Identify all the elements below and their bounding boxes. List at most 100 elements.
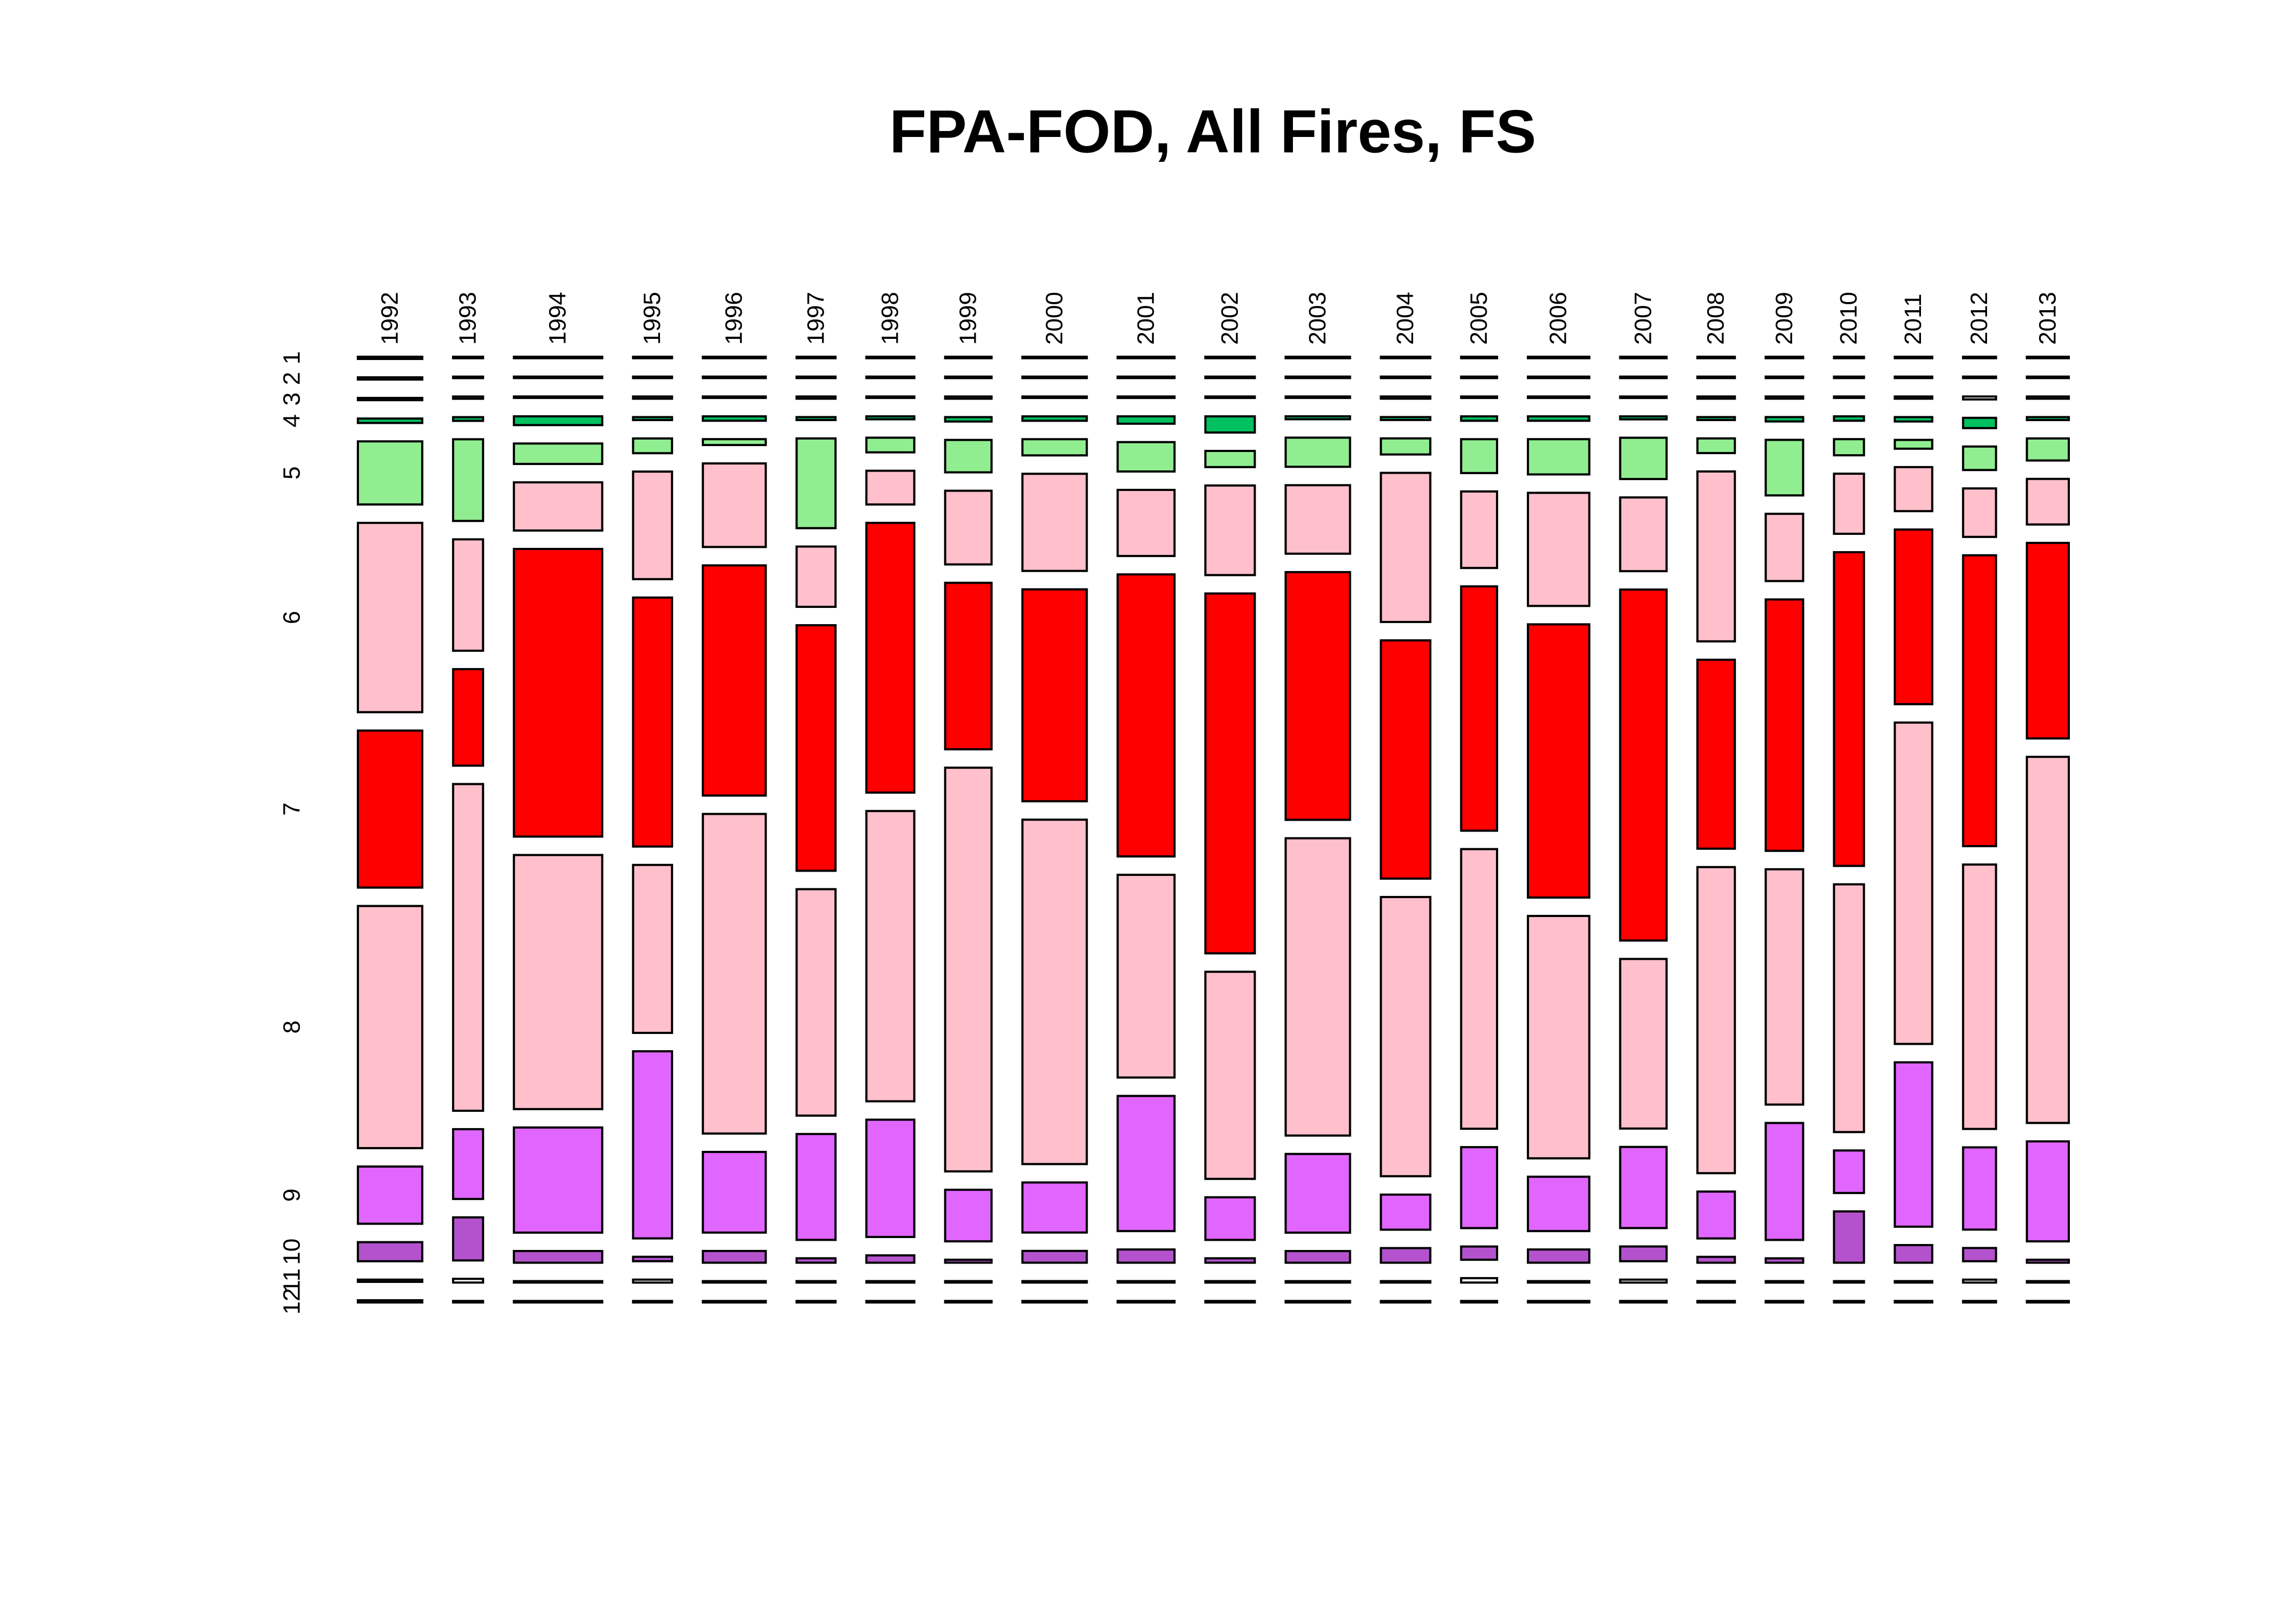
mosaic-tile bbox=[357, 1165, 423, 1225]
mosaic-tile bbox=[452, 356, 485, 359]
mosaic-tile bbox=[2025, 375, 2070, 379]
row-label: 3 bbox=[279, 392, 305, 405]
mosaic-tile bbox=[1380, 1280, 1432, 1284]
mosaic-tile bbox=[1116, 573, 1176, 858]
mosaic-tile bbox=[795, 356, 837, 359]
mosaic-tile bbox=[1204, 1300, 1256, 1304]
mosaic-tile bbox=[1527, 375, 1591, 379]
mosaic-tile bbox=[2025, 416, 2070, 421]
column-label: 1995 bbox=[639, 292, 665, 345]
column-label: 2013 bbox=[2034, 292, 2061, 345]
column-label: 2011 bbox=[1900, 293, 1926, 345]
mosaic-tile bbox=[1962, 863, 1997, 1130]
mosaic-tile bbox=[1284, 395, 1351, 400]
mosaic-tile bbox=[1833, 395, 1865, 400]
chart-title: FPA-FOD, All Fires, FS bbox=[890, 98, 1537, 166]
mosaic-tile bbox=[1833, 356, 1865, 359]
mosaic-tile bbox=[513, 442, 604, 466]
mosaic-tile bbox=[1380, 639, 1432, 880]
mosaic-tile bbox=[513, 1280, 604, 1284]
mosaic-tile bbox=[865, 469, 916, 506]
column-label: 2006 bbox=[1545, 292, 1572, 345]
column-label: 2010 bbox=[1835, 292, 1862, 345]
mosaic-tile bbox=[1284, 571, 1351, 821]
mosaic-tile bbox=[357, 417, 423, 424]
mosaic-tile bbox=[1893, 416, 1933, 423]
mosaic-tile bbox=[1021, 395, 1088, 400]
mosaic-tile bbox=[1696, 437, 1736, 454]
mosaic-tile bbox=[2025, 1259, 2070, 1264]
mosaic-tile bbox=[1833, 1149, 1865, 1194]
mosaic-tile bbox=[1765, 1300, 1805, 1304]
mosaic-tile bbox=[1962, 395, 1997, 401]
mosaic-tile bbox=[1527, 356, 1591, 359]
mosaic-tile bbox=[632, 1050, 674, 1240]
mosaic-tile bbox=[1696, 470, 1736, 643]
mosaic-tile bbox=[452, 668, 485, 767]
mosaic-tile bbox=[865, 1254, 916, 1264]
mosaic-tile bbox=[1460, 585, 1499, 832]
column-label: 1992 bbox=[376, 292, 403, 345]
mosaic-tile bbox=[1527, 415, 1591, 422]
column-label: 1998 bbox=[877, 292, 903, 345]
mosaic-tile bbox=[1527, 623, 1591, 899]
mosaic-tile bbox=[1696, 1255, 1736, 1264]
mosaic-tile bbox=[513, 1300, 604, 1304]
mosaic-tile bbox=[452, 538, 485, 652]
mosaic-tile bbox=[1893, 1244, 1933, 1264]
mosaic-tile bbox=[865, 436, 916, 454]
mosaic-tile bbox=[2025, 356, 2070, 359]
mosaic-tile bbox=[1619, 1300, 1668, 1304]
mosaic-tile bbox=[865, 810, 916, 1103]
mosaic-tile bbox=[1021, 438, 1088, 457]
mosaic-tile bbox=[357, 376, 423, 381]
mosaic-tile bbox=[1619, 436, 1668, 480]
mosaic-tile bbox=[357, 729, 423, 889]
mosaic-tile bbox=[1527, 1248, 1591, 1264]
mosaic-tile bbox=[795, 1300, 837, 1304]
mosaic-tile bbox=[1460, 1146, 1499, 1229]
mosaic-tile bbox=[1893, 395, 1933, 400]
mosaic-tile bbox=[1380, 375, 1432, 379]
mosaic-tile bbox=[795, 624, 837, 872]
mosaic-tile bbox=[1962, 554, 1997, 848]
mosaic-tile bbox=[357, 397, 423, 402]
mosaic-tile bbox=[702, 1150, 767, 1234]
mosaic-tile bbox=[2025, 437, 2070, 462]
mosaic-tile bbox=[1021, 1300, 1088, 1304]
mosaic-tile bbox=[1893, 466, 1933, 513]
mosaic-tile bbox=[1962, 1247, 1997, 1262]
mosaic-tile bbox=[1284, 1250, 1351, 1264]
mosaic-tile bbox=[1893, 1300, 1933, 1304]
mosaic-tile bbox=[1527, 1300, 1591, 1304]
mosaic-tile bbox=[1962, 445, 1997, 472]
mosaic-tile bbox=[702, 1249, 767, 1264]
mosaic-tile bbox=[1204, 1257, 1256, 1264]
mosaic-tile bbox=[1962, 487, 1997, 538]
mosaic-tile bbox=[1460, 1245, 1499, 1261]
mosaic-tile bbox=[795, 395, 837, 400]
mosaic-tile bbox=[1380, 437, 1432, 456]
mosaic-tile bbox=[1460, 490, 1499, 569]
mosaic-tile bbox=[1696, 658, 1736, 850]
mosaic-tile bbox=[944, 581, 993, 751]
mosaic-tile bbox=[1893, 528, 1933, 705]
mosaic-tile bbox=[1204, 971, 1256, 1180]
mosaic-tile bbox=[1962, 416, 1997, 429]
mosaic-tile bbox=[1380, 1193, 1432, 1231]
mosaic-tile bbox=[795, 888, 837, 1117]
mosaic-tile bbox=[1833, 415, 1865, 422]
column-label: 2003 bbox=[1304, 292, 1331, 345]
mosaic-tile bbox=[2025, 541, 2070, 740]
mosaic-tile bbox=[1116, 1280, 1176, 1284]
mosaic-tile bbox=[1962, 1146, 1997, 1231]
column-label: 1993 bbox=[455, 292, 481, 345]
mosaic-tile bbox=[1380, 896, 1432, 1177]
mosaic-tile bbox=[944, 416, 993, 423]
mosaic-tile bbox=[1619, 395, 1668, 400]
mosaic-tile bbox=[357, 356, 423, 361]
mosaic-tile bbox=[1833, 473, 1865, 535]
mosaic-tile bbox=[1204, 415, 1256, 434]
mosaic-tile bbox=[702, 415, 767, 422]
